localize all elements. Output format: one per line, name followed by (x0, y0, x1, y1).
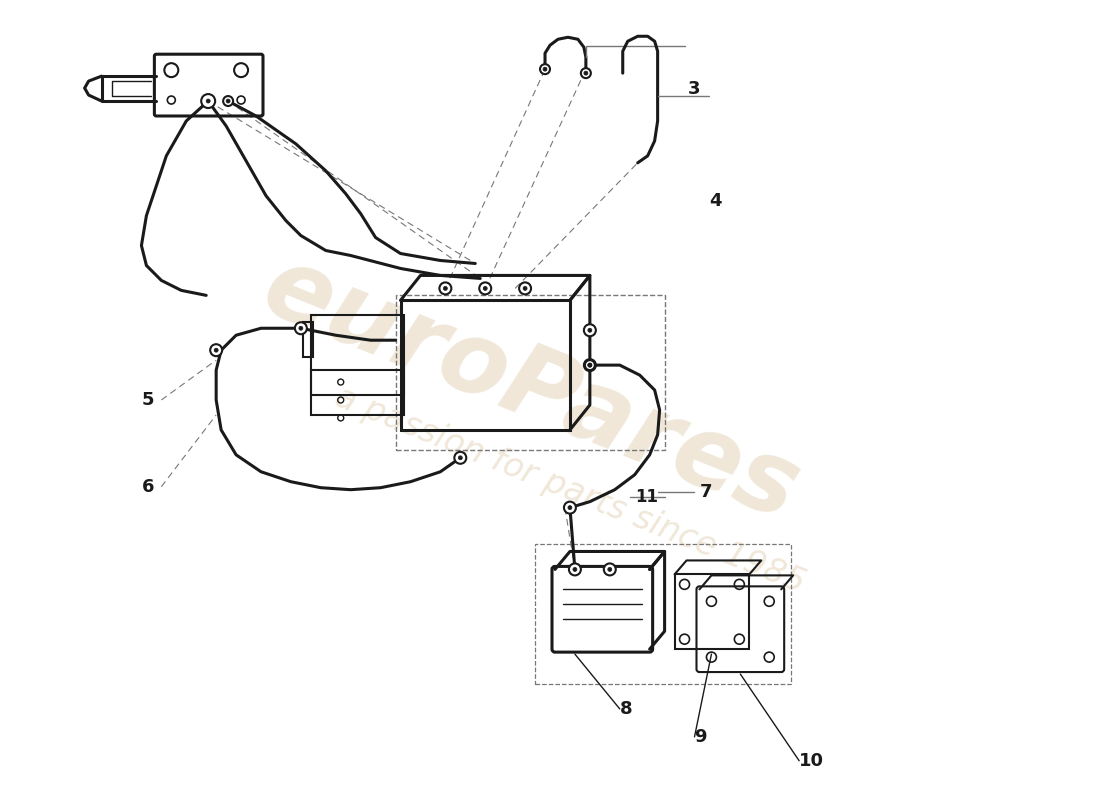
Text: 4: 4 (710, 192, 722, 210)
Circle shape (439, 282, 451, 294)
Text: 11: 11 (635, 488, 658, 506)
Circle shape (584, 359, 596, 371)
Circle shape (608, 567, 612, 571)
Circle shape (540, 64, 550, 74)
Bar (311, 315, 404, 395)
Circle shape (223, 96, 233, 106)
Bar (302, 322, 312, 357)
Circle shape (201, 94, 216, 108)
Circle shape (584, 71, 587, 75)
Bar (396, 295, 664, 450)
Text: a passion for parts since 1985: a passion for parts since 1985 (330, 380, 810, 599)
Bar (311, 370, 404, 415)
Circle shape (519, 282, 531, 294)
Circle shape (581, 68, 591, 78)
Circle shape (585, 360, 595, 370)
Text: 3: 3 (688, 80, 700, 98)
Bar (535, 545, 791, 684)
Circle shape (206, 99, 210, 103)
Bar (400, 300, 570, 430)
Circle shape (569, 563, 581, 575)
Circle shape (295, 322, 307, 334)
Text: 10: 10 (799, 752, 824, 770)
Circle shape (214, 348, 218, 352)
Circle shape (543, 67, 547, 71)
Text: 9: 9 (694, 728, 707, 746)
Circle shape (459, 456, 462, 460)
Circle shape (299, 326, 303, 330)
Circle shape (587, 363, 592, 367)
Circle shape (524, 286, 527, 290)
Circle shape (483, 286, 487, 290)
Text: euroPares: euroPares (249, 238, 812, 542)
Circle shape (454, 452, 466, 464)
Circle shape (584, 324, 596, 336)
Circle shape (587, 328, 592, 332)
Circle shape (568, 506, 572, 510)
Circle shape (604, 563, 616, 575)
Circle shape (480, 282, 492, 294)
Text: 5: 5 (142, 391, 154, 409)
Circle shape (564, 502, 576, 514)
Circle shape (573, 567, 576, 571)
Circle shape (587, 363, 592, 367)
Bar (674, 574, 749, 649)
Text: 7: 7 (700, 482, 712, 501)
Circle shape (227, 99, 230, 103)
Circle shape (210, 344, 222, 356)
Circle shape (443, 286, 448, 290)
Text: 6: 6 (142, 478, 154, 496)
Text: 8: 8 (619, 700, 632, 718)
